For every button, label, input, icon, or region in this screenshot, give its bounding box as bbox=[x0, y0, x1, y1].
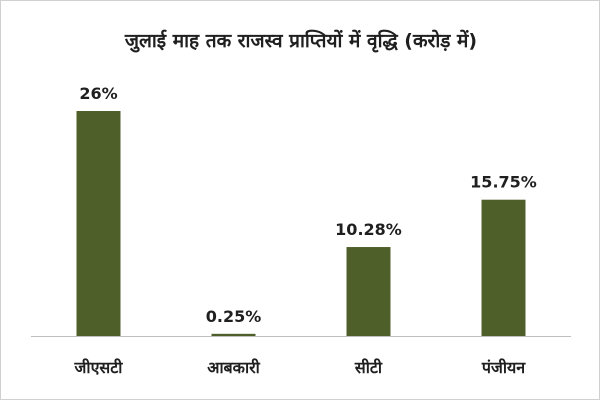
category-label-3: पंजीयन bbox=[481, 358, 526, 377]
category-label-1: आबकारी bbox=[207, 358, 260, 377]
category-label-0: जीएसटी bbox=[74, 358, 124, 377]
bar-group bbox=[76, 111, 526, 336]
chart-title: जुलाई माह तक राजस्व प्राप्तियों में वृद्… bbox=[124, 29, 477, 53]
bar-0 bbox=[76, 111, 121, 336]
data-label-0: 26% bbox=[79, 84, 117, 103]
data-label-1: 0.25% bbox=[206, 307, 262, 326]
bar-1 bbox=[211, 333, 256, 336]
category-label-2: सीटी bbox=[354, 358, 383, 377]
data-label-3: 15.75% bbox=[470, 173, 537, 192]
data-label-group: 26% 0.25% 10.28% 15.75% bbox=[79, 84, 536, 326]
bar-2 bbox=[346, 247, 391, 336]
bar-3 bbox=[481, 199, 526, 336]
category-label-group: जीएसटी आबकारी सीटी पंजीयन bbox=[74, 358, 527, 377]
data-label-2: 10.28% bbox=[335, 220, 402, 239]
